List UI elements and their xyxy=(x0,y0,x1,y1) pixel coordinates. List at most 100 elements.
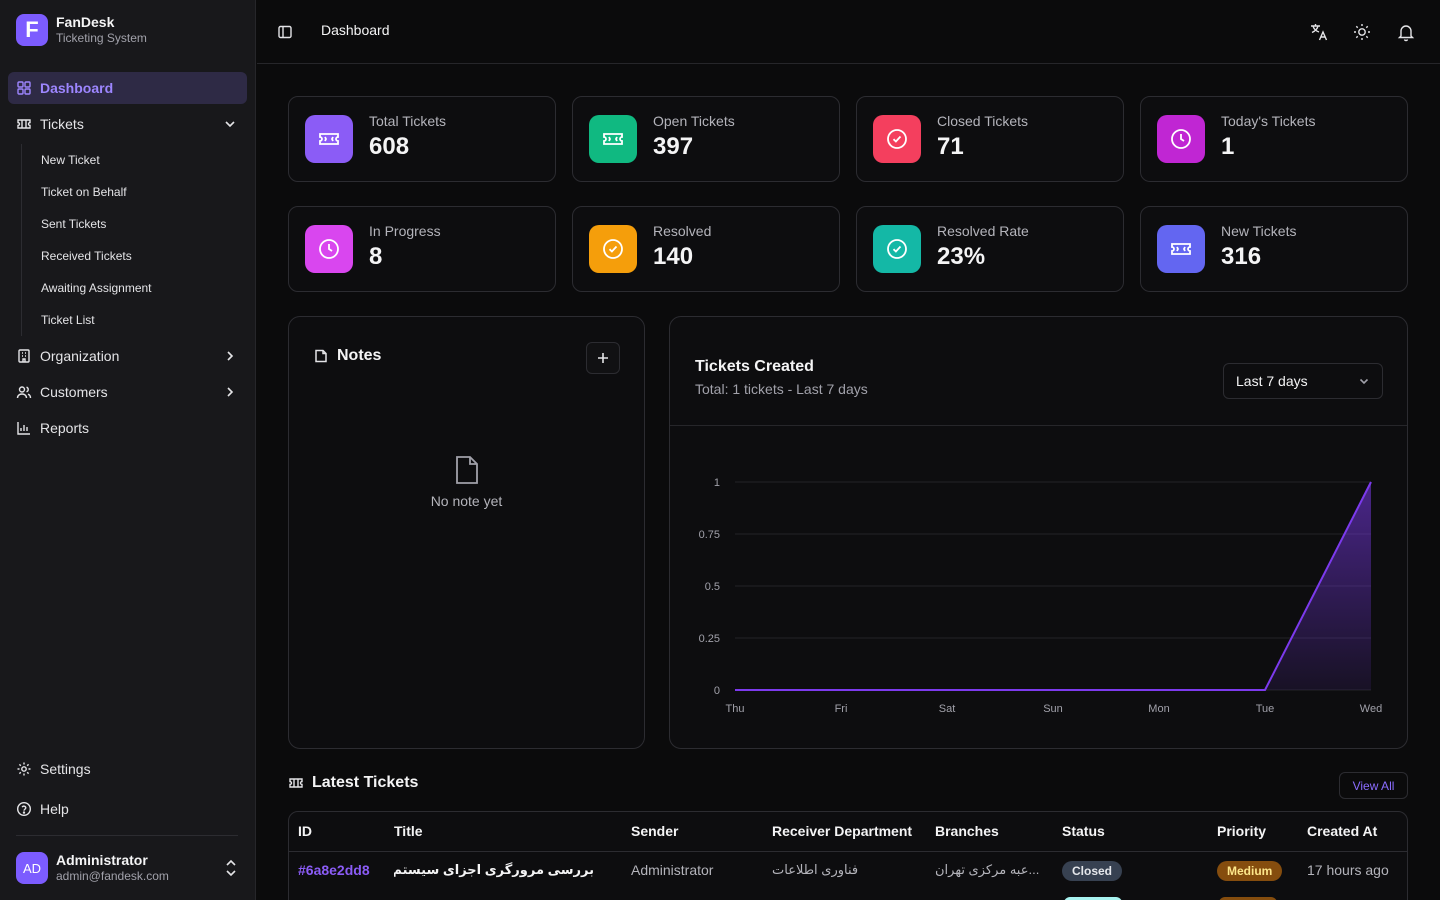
sidebar-item-label: Tickets xyxy=(40,116,84,132)
ticket-icon xyxy=(319,133,339,145)
stat-icon-box xyxy=(873,115,921,163)
brand[interactable]: F FanDesk Ticketing System xyxy=(16,14,147,46)
ticket-icon xyxy=(289,778,303,788)
sidebar-item-label: Dashboard xyxy=(40,80,114,96)
help-circle-icon xyxy=(16,801,32,817)
notes-title-text: Notes xyxy=(337,347,382,364)
column-header-priority[interactable]: Priority xyxy=(1217,823,1267,839)
x-tick-label: Wed xyxy=(1360,703,1382,715)
translate-icon[interactable] xyxy=(1309,22,1329,42)
sun-icon[interactable] xyxy=(1352,22,1372,42)
check-circle-icon xyxy=(603,239,623,259)
stat-value: 608 xyxy=(369,133,410,160)
page-title: Dashboard xyxy=(321,22,390,38)
stat-icon-box xyxy=(873,225,921,273)
sidebar-toggle-icon[interactable] xyxy=(277,24,293,40)
ticket-department: فناوری اطلاعات xyxy=(772,862,859,877)
stat-value: 71 xyxy=(937,133,964,160)
priority-badge-partial xyxy=(1219,897,1277,900)
stat-card-open-tickets[interactable]: Open Tickets 397 xyxy=(572,96,840,182)
sidebar-subitem-awaiting-assignment[interactable]: Awaiting Assignment xyxy=(41,281,152,295)
stat-card-resolved-rate[interactable]: Resolved Rate 23% xyxy=(856,206,1124,292)
y-tick-label: 0 xyxy=(714,685,720,697)
ticket-icon xyxy=(603,133,623,145)
column-header-status[interactable]: Status xyxy=(1062,823,1105,839)
column-header-created-at[interactable]: Created At xyxy=(1307,823,1378,839)
stat-value: 140 xyxy=(653,243,694,270)
bell-icon[interactable] xyxy=(1396,22,1416,42)
clock-icon xyxy=(319,239,339,259)
y-tick-label: 0.25 xyxy=(699,633,720,645)
sidebar-item-organization[interactable]: Organization xyxy=(8,340,247,372)
x-tick-label: Tue xyxy=(1256,703,1275,715)
top-header: Dashboard xyxy=(257,0,1440,64)
dashboard-grid-icon xyxy=(17,81,31,95)
sidebar-subitem-ticket-list[interactable]: Ticket List xyxy=(41,313,95,327)
ticket-created-at: 17 hours ago xyxy=(1307,862,1389,878)
ticket-id-link[interactable]: #6a8e2dd8 xyxy=(298,862,370,878)
chart-title: Tickets Created xyxy=(695,358,814,375)
sidebar-item-tickets[interactable]: Tickets xyxy=(8,108,247,140)
add-note-button[interactable] xyxy=(586,342,620,374)
tickets-area-chart: 0 0.25 0.5 0.75 1 Thu Fri Sat Sun Mon Tue Wed xyxy=(699,477,1383,715)
x-tick-label: Mon xyxy=(1148,703,1169,715)
notes-empty-text: No note yet xyxy=(430,493,503,509)
stat-label: Closed Tickets xyxy=(937,113,1029,129)
sidebar-divider xyxy=(16,835,238,836)
gear-icon xyxy=(17,762,31,776)
latest-tickets-title: Latest Tickets xyxy=(288,774,418,792)
stat-icon-box xyxy=(305,115,353,163)
sidebar-item-label: Settings xyxy=(40,761,91,777)
sidebar-item-settings[interactable]: Settings xyxy=(8,753,247,785)
stat-card-total-tickets[interactable]: Total Tickets 608 xyxy=(288,96,556,182)
ticket-icon xyxy=(17,119,31,129)
sidebar-item-reports[interactable]: Reports xyxy=(8,412,247,444)
stat-label: In Progress xyxy=(369,223,441,239)
sidebar-item-help[interactable]: Help xyxy=(8,793,247,825)
stat-card-closed-tickets[interactable]: Closed Tickets 71 xyxy=(856,96,1124,182)
chart-subtitle: Total: 1 tickets - Last 7 days xyxy=(695,381,868,397)
notes-empty-state: No note yet xyxy=(289,455,644,509)
column-header-receiver-department[interactable]: Receiver Department xyxy=(772,823,913,839)
chevrons-up-down-icon xyxy=(226,859,236,877)
stat-value: 23% xyxy=(937,243,986,270)
stat-card-todays-tickets[interactable]: Today's Tickets 1 xyxy=(1140,96,1408,182)
latest-tickets-title-text: Latest Tickets xyxy=(312,774,419,791)
view-all-button[interactable]: View All xyxy=(1339,772,1408,799)
range-select[interactable]: Last 7 days xyxy=(1223,363,1383,399)
stat-card-new-tickets[interactable]: New Tickets 316 xyxy=(1140,206,1408,292)
stat-icon-box xyxy=(589,225,637,273)
ticket-title: بررسی مرورگری اجزای سیستم — ار... xyxy=(394,862,594,877)
ticket-sender: Administrator xyxy=(631,862,714,878)
plus-icon xyxy=(598,353,608,363)
sidebar-subitem-received-tickets[interactable]: Received Tickets xyxy=(41,249,132,263)
avatar: AD xyxy=(16,852,48,884)
x-tick-label: Sat xyxy=(939,703,956,715)
sidebar-item-dashboard[interactable]: Dashboard xyxy=(8,72,247,104)
sidebar-subitem-sent-tickets[interactable]: Sent Tickets xyxy=(41,217,107,231)
stat-card-in-progress[interactable]: In Progress 8 xyxy=(288,206,556,292)
chevron-down-icon xyxy=(225,121,235,128)
stat-card-resolved[interactable]: Resolved 140 xyxy=(572,206,840,292)
stat-label: Today's Tickets xyxy=(1221,113,1316,129)
brand-subtitle: Ticketing System xyxy=(56,31,147,45)
range-select-value: Last 7 days xyxy=(1236,373,1308,389)
column-header-sender[interactable]: Sender xyxy=(631,823,679,839)
sidebar-item-customers[interactable]: Customers xyxy=(8,376,247,408)
note-icon xyxy=(315,349,327,363)
user-menu[interactable]: AD Administrator admin@fandesk.com xyxy=(16,848,240,888)
user-name: Administrator xyxy=(56,852,148,868)
notes-title: Notes xyxy=(313,347,381,365)
building-icon xyxy=(18,349,30,363)
column-header-title[interactable]: Title xyxy=(394,823,423,839)
y-tick-label: 0.5 xyxy=(705,581,720,593)
column-header-branches[interactable]: Branches xyxy=(935,823,999,839)
column-header-id[interactable]: ID xyxy=(298,823,312,839)
sidebar-subitem-ticket-on-behalf[interactable]: Ticket on Behalf xyxy=(41,185,127,199)
stat-value: 8 xyxy=(369,243,383,270)
chevron-down-icon xyxy=(1359,378,1369,385)
file-icon xyxy=(455,456,478,484)
sidebar-subitem-new-ticket[interactable]: New Ticket xyxy=(41,153,100,167)
ticket-icon xyxy=(1171,243,1191,255)
sidebar-item-label: Reports xyxy=(40,420,90,436)
